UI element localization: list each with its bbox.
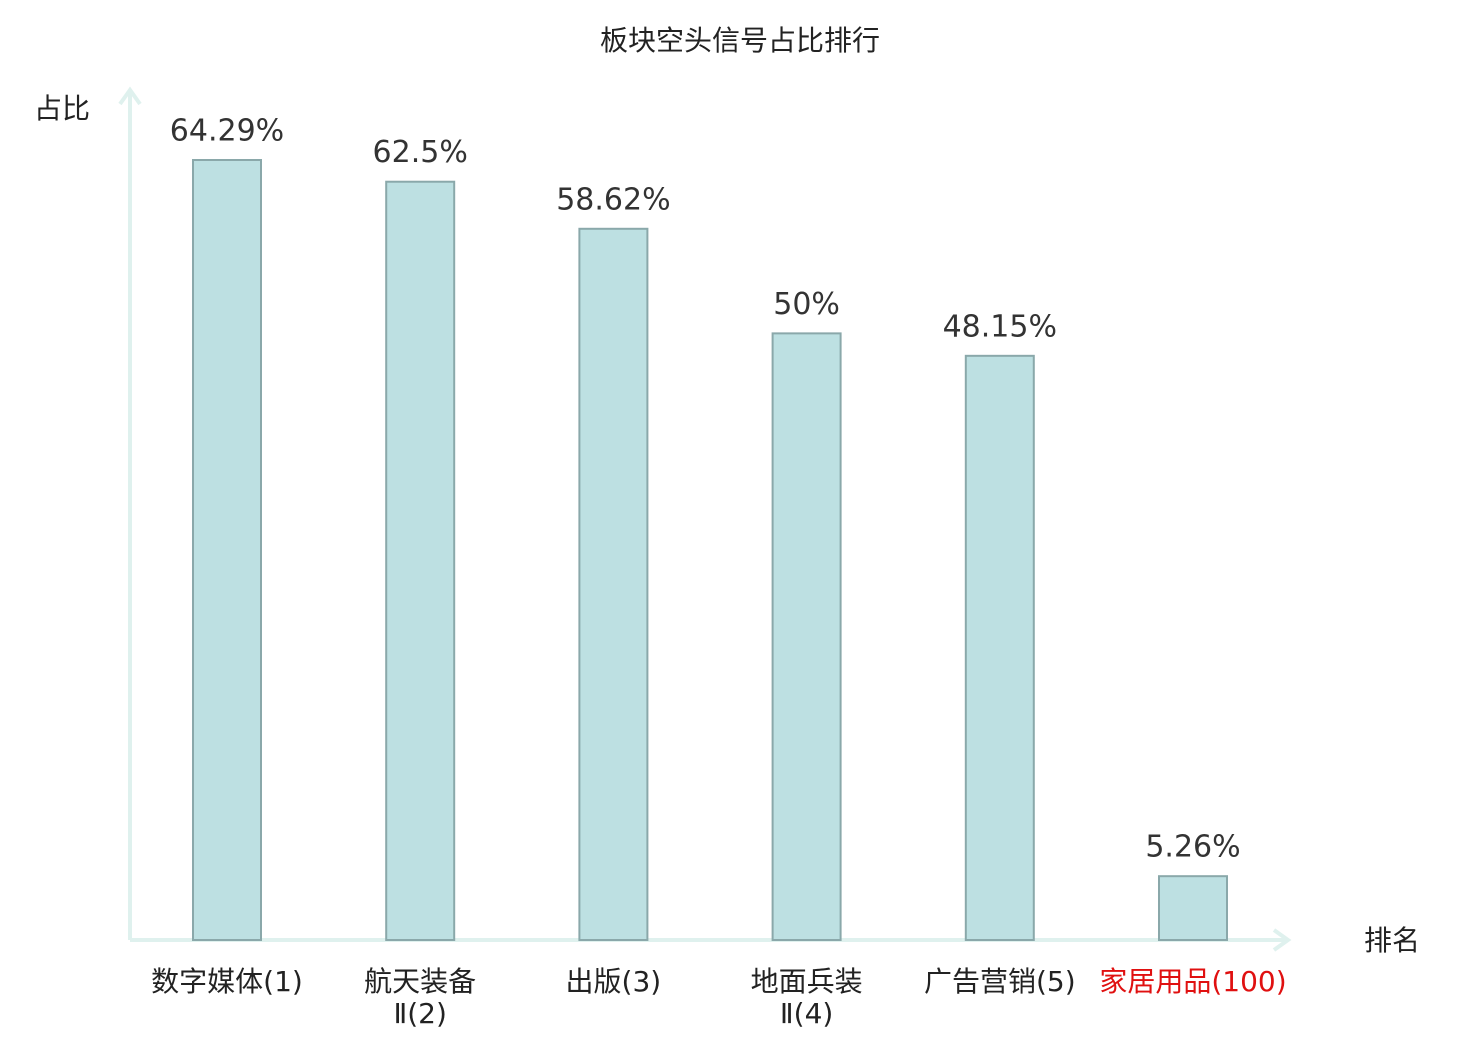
bar: [192, 159, 262, 941]
bar: [578, 227, 649, 941]
x-tick-label: 地面兵装 Ⅱ(4): [750, 965, 863, 1030]
x-tick-label: 航天装备 Ⅱ(2): [364, 965, 477, 1030]
x-axis-label: 排名: [1364, 924, 1420, 957]
x-tick-label: 出版(3): [565, 965, 662, 998]
axes: [118, 86, 1292, 952]
value-label: 62.5%: [373, 135, 468, 170]
bar: [1158, 875, 1228, 941]
chart-title: 板块空头信号占比排行: [600, 24, 880, 57]
x-tick-label: 数字媒体(1): [151, 965, 303, 998]
bar: [385, 180, 456, 941]
value-label: 64.29%: [170, 114, 284, 149]
value-label: 5.26%: [1145, 830, 1240, 865]
value-label: 48.15%: [943, 309, 1057, 344]
x-tick-label: 家居用品(100): [1099, 965, 1287, 998]
y-axis-label: 占比: [34, 92, 90, 125]
bar: [771, 332, 842, 941]
bar: [964, 354, 1035, 941]
x-tick-label: 广告营销(5): [923, 965, 1076, 998]
y-arrow: [118, 86, 142, 106]
value-label: 50%: [773, 287, 840, 322]
x-arrow: [1272, 928, 1292, 952]
value-label: 58.62%: [556, 182, 670, 217]
